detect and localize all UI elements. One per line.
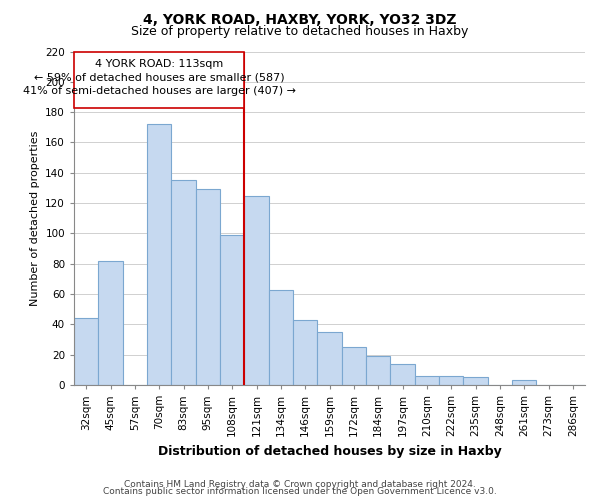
Bar	[172, 180, 196, 385]
Y-axis label: Number of detached properties: Number of detached properties	[29, 130, 40, 306]
Text: Size of property relative to detached houses in Haxby: Size of property relative to detached ho…	[131, 25, 469, 38]
Bar	[415, 376, 439, 385]
Text: ← 59% of detached houses are smaller (587): ← 59% of detached houses are smaller (58…	[34, 72, 284, 83]
FancyBboxPatch shape	[74, 52, 244, 108]
Text: 4, YORK ROAD, HAXBY, YORK, YO32 3DZ: 4, YORK ROAD, HAXBY, YORK, YO32 3DZ	[143, 12, 457, 26]
Text: 41% of semi-detached houses are larger (407) →: 41% of semi-detached houses are larger (…	[23, 86, 296, 96]
Bar	[220, 235, 244, 385]
Bar	[391, 364, 415, 385]
Bar	[147, 124, 172, 385]
Bar	[512, 380, 536, 385]
Bar	[74, 318, 98, 385]
Bar	[269, 290, 293, 385]
X-axis label: Distribution of detached houses by size in Haxby: Distribution of detached houses by size …	[158, 444, 502, 458]
Bar	[293, 320, 317, 385]
Bar	[196, 190, 220, 385]
Bar	[341, 347, 366, 385]
Text: Contains public sector information licensed under the Open Government Licence v3: Contains public sector information licen…	[103, 487, 497, 496]
Bar	[317, 332, 341, 385]
Bar	[98, 260, 122, 385]
Bar	[244, 196, 269, 385]
Bar	[463, 378, 488, 385]
Bar	[439, 376, 463, 385]
Text: 4 YORK ROAD: 113sqm: 4 YORK ROAD: 113sqm	[95, 58, 223, 68]
Bar	[366, 356, 391, 385]
Text: Contains HM Land Registry data © Crown copyright and database right 2024.: Contains HM Land Registry data © Crown c…	[124, 480, 476, 489]
